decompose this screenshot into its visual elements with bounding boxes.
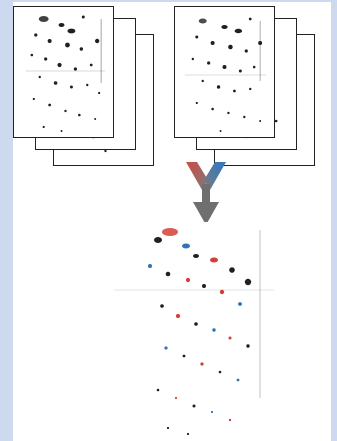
merge-arrow-icon bbox=[186, 162, 226, 225]
diagram-panel bbox=[13, 2, 331, 441]
right-gel-stack bbox=[174, 6, 319, 166]
right-stack-front-sheet bbox=[174, 6, 275, 138]
left-stack-front-sheet bbox=[13, 6, 114, 138]
left-stack-front-sheet-icon bbox=[14, 7, 113, 137]
right-stack-front-sheet-icon bbox=[175, 7, 274, 137]
merged-gel-image bbox=[104, 222, 284, 441]
left-gel-stack bbox=[13, 6, 158, 166]
merged-gel-icon bbox=[104, 222, 284, 441]
